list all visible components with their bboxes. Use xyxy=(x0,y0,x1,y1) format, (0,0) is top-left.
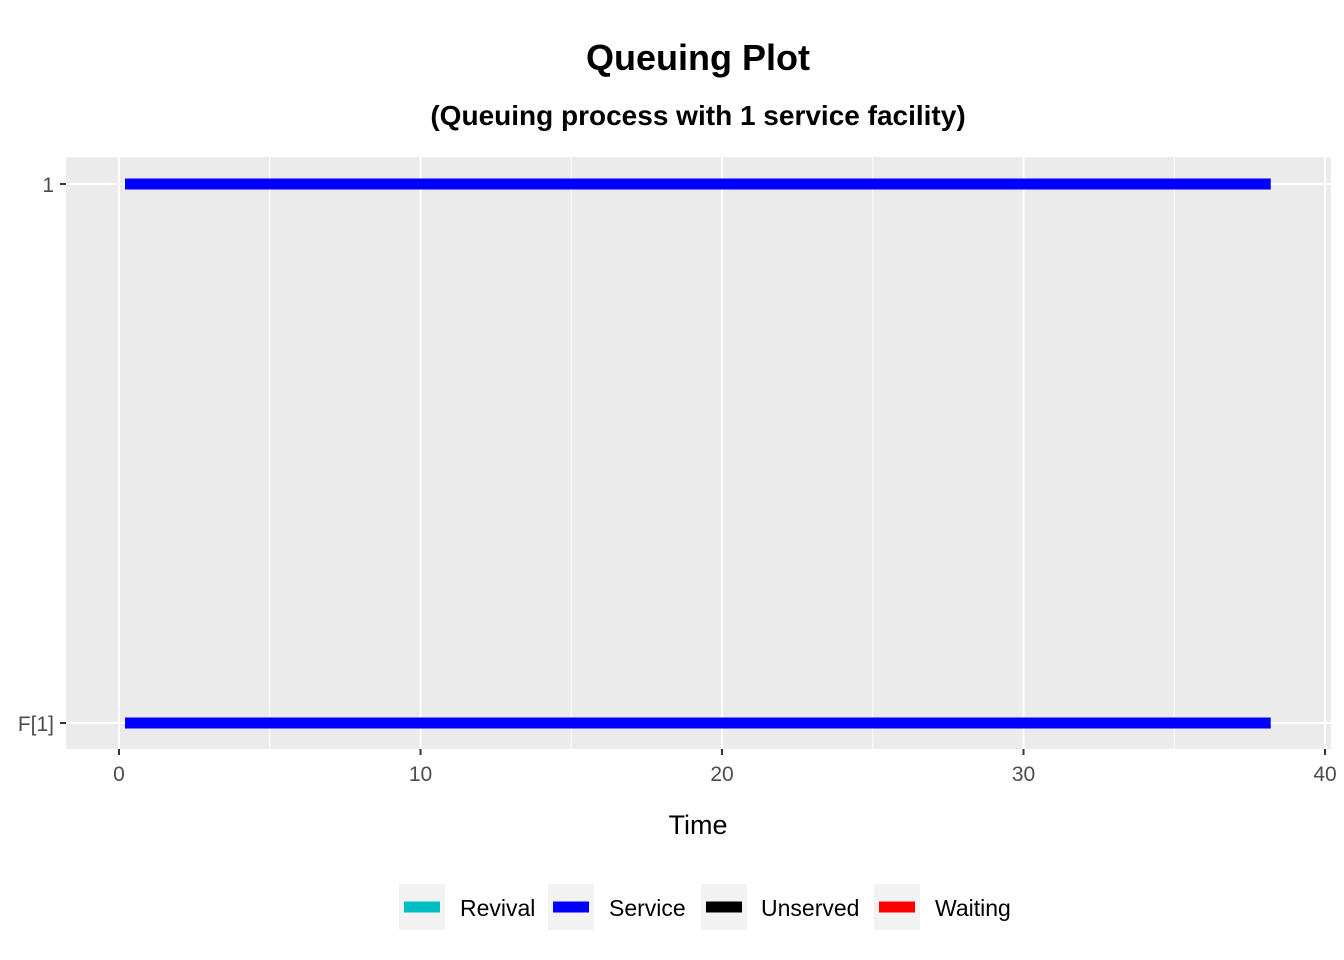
legend-label: Revival xyxy=(460,895,535,921)
legend-label: Unserved xyxy=(761,895,859,921)
x-axis-title: Time xyxy=(669,810,728,840)
x-tick-label: 30 xyxy=(1012,763,1035,786)
y-tick-label: F[1] xyxy=(18,713,54,736)
legend-label: Waiting xyxy=(935,895,1011,921)
x-axis: 0 10 20 30 40 xyxy=(113,749,1337,786)
chart-subtitle: (Queuing process with 1 service facility… xyxy=(430,100,965,131)
grid-minor xyxy=(269,157,1175,749)
y-tick-label: 1 xyxy=(42,174,54,197)
legend-label: Service xyxy=(609,895,686,921)
segments xyxy=(125,178,1271,729)
x-tick-label: 0 xyxy=(113,763,125,786)
chart-title: Queuing Plot xyxy=(586,37,810,78)
x-tick-label: 20 xyxy=(710,763,733,786)
x-tick-label: 10 xyxy=(409,763,432,786)
plot-panel xyxy=(66,157,1331,749)
y-axis: F[1] 1 xyxy=(18,174,66,736)
x-tick-label: 40 xyxy=(1313,763,1336,786)
legend: Revival Service Unserved Waiting xyxy=(399,884,1011,930)
